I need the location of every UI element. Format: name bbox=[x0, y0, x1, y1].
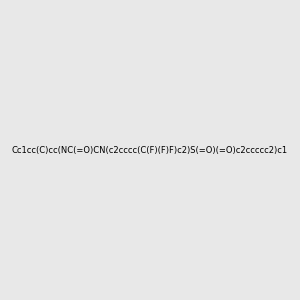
Text: Cc1cc(C)cc(NC(=O)CN(c2cccc(C(F)(F)F)c2)S(=O)(=O)c2ccccc2)c1: Cc1cc(C)cc(NC(=O)CN(c2cccc(C(F)(F)F)c2)S… bbox=[12, 146, 288, 154]
